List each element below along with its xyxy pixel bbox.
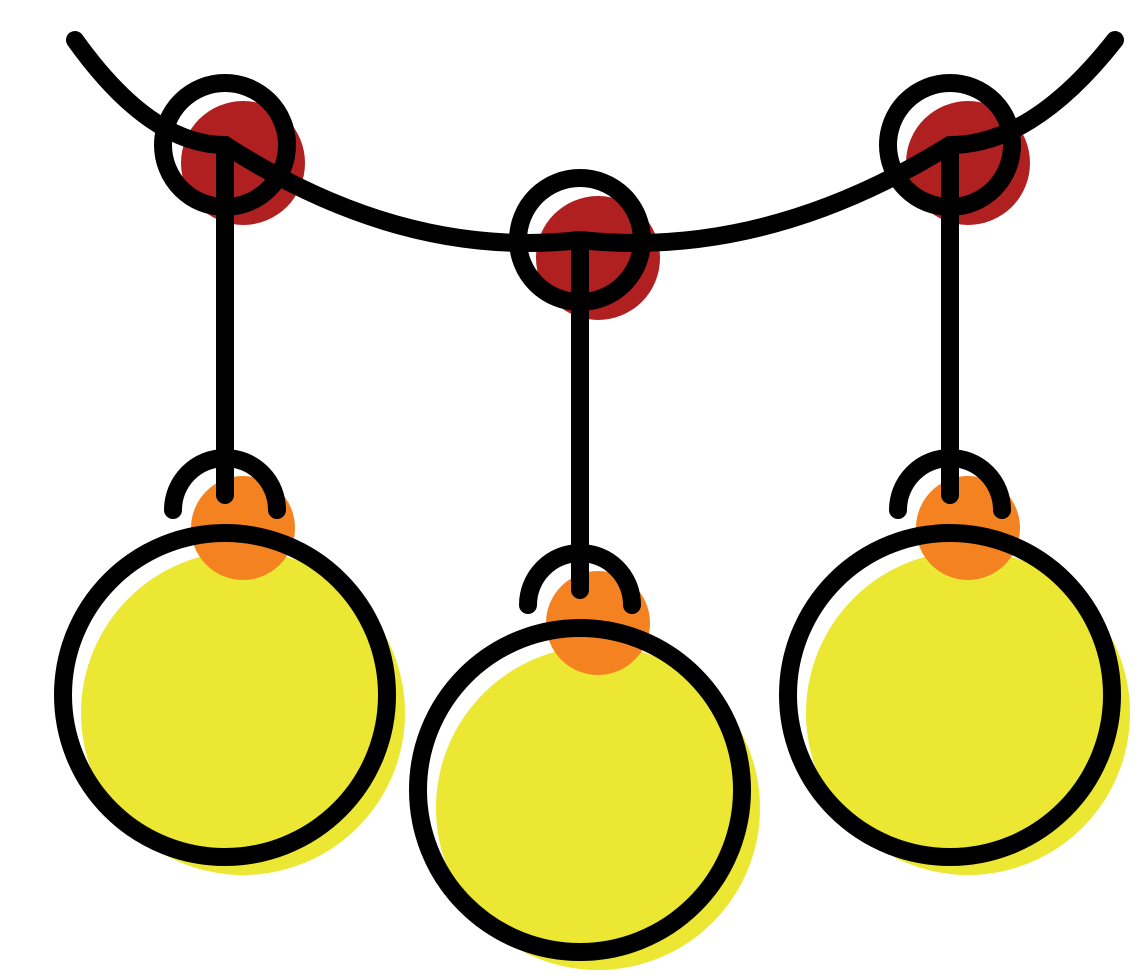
hanging-ornaments-illustration (0, 0, 1140, 980)
